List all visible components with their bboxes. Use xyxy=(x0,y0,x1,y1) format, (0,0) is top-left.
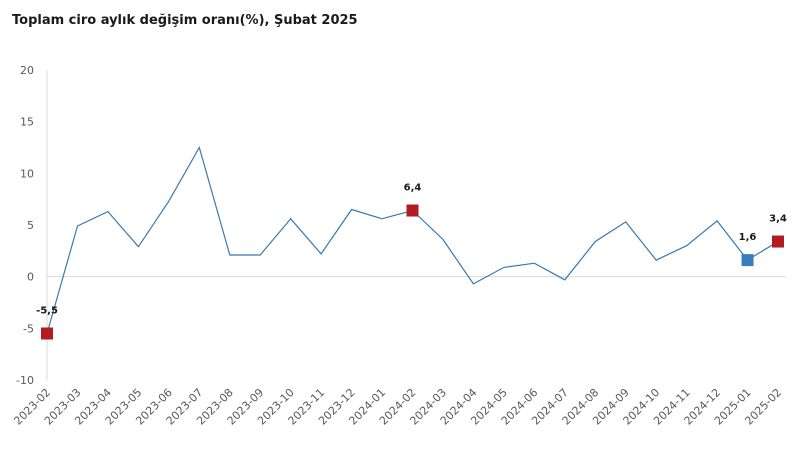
y-tick-label: 0 xyxy=(27,271,34,284)
chart-title: Toplam ciro aylık değişim oranı(%), Şuba… xyxy=(12,13,358,28)
y-tick-label: -10 xyxy=(16,374,34,387)
y-tick-label: 15 xyxy=(20,116,34,129)
data-label: 6,4 xyxy=(404,183,422,194)
y-tick-label: -5 xyxy=(23,322,34,335)
y-tick-label: 20 xyxy=(20,64,34,77)
data-point-marker xyxy=(772,235,784,248)
data-point-marker xyxy=(41,327,53,340)
data-label: -5,5 xyxy=(36,306,58,317)
data-label: 1,6 xyxy=(739,232,757,243)
series-line xyxy=(46,145,779,334)
y-tick-label: 5 xyxy=(27,219,34,232)
data-label: 3,4 xyxy=(769,214,787,225)
data-point-marker xyxy=(406,204,419,217)
y-tick-label: 10 xyxy=(20,167,34,180)
data-point-marker xyxy=(741,254,754,267)
